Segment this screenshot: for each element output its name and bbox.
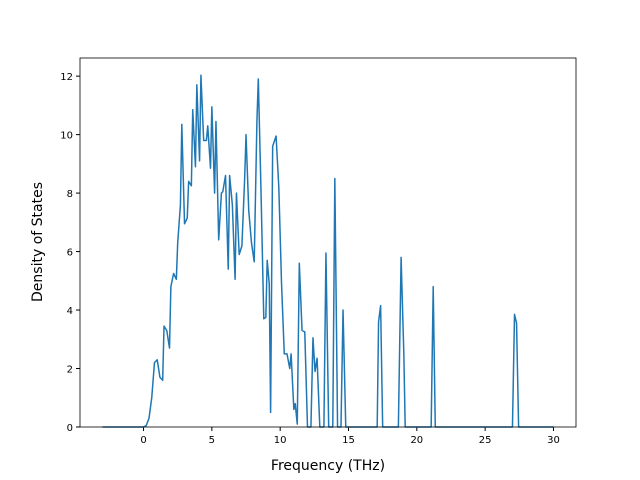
x-tick-label: 5 bbox=[209, 435, 215, 446]
x-tick-label: 30 bbox=[547, 435, 560, 446]
x-tick-label: 15 bbox=[342, 435, 355, 446]
y-tick-label: 10 bbox=[60, 131, 73, 142]
x-tick-label: 10 bbox=[274, 435, 287, 446]
y-axis-label: Density of States bbox=[30, 182, 46, 302]
y-tick-label: 4 bbox=[67, 306, 73, 317]
y-tick-label: 2 bbox=[67, 365, 73, 376]
x-axis-label: Frequency (THz) bbox=[271, 458, 385, 474]
y-tick-label: 12 bbox=[60, 72, 73, 83]
y-tick-label: 6 bbox=[67, 248, 73, 259]
y-tick-label: 8 bbox=[67, 189, 73, 200]
x-tick-label: 25 bbox=[479, 435, 492, 446]
x-tick-label: 20 bbox=[410, 435, 423, 446]
line bbox=[102, 74, 554, 428]
x-tick-label: 0 bbox=[140, 435, 146, 446]
y-tick-label: 0 bbox=[67, 423, 73, 434]
plot-frame bbox=[79, 57, 577, 428]
